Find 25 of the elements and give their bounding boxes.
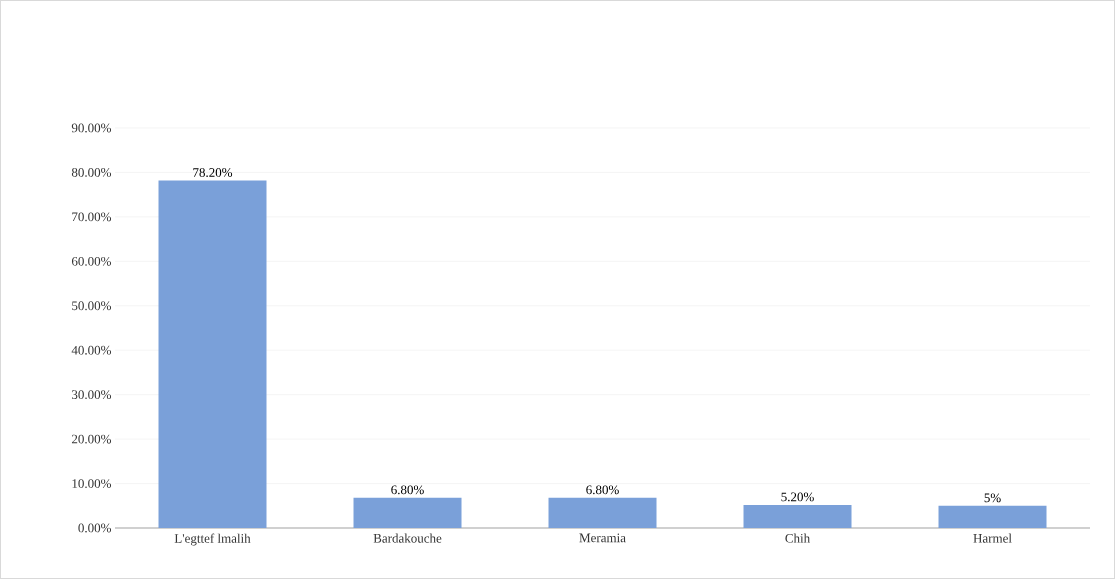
y-tick-label: 30.00% <box>72 390 112 400</box>
data-label: 78.20% <box>193 168 233 177</box>
x-tick-label: L'egttef lmalih <box>174 533 251 546</box>
bar <box>158 180 267 528</box>
y-tick-label: 0.00% <box>78 523 112 533</box>
bar <box>353 497 462 528</box>
x-tick-label: Meramia <box>579 533 626 543</box>
x-tick-label: Bardakouche <box>373 533 442 543</box>
bar <box>548 497 657 528</box>
data-label: 6.80% <box>391 485 424 495</box>
bar <box>743 504 852 528</box>
bar <box>938 505 1047 528</box>
data-label: 6.80% <box>586 485 619 495</box>
y-tick-label: 80.00% <box>71 168 112 177</box>
y-tick-label: 50.00% <box>72 301 112 311</box>
y-tick-label: 40.00% <box>71 345 112 355</box>
data-label: 5% <box>984 493 1001 503</box>
y-tick-label: 10.00% <box>72 479 112 488</box>
data-label: 5.20% <box>781 492 814 502</box>
y-tick-label: 60.00% <box>71 256 112 266</box>
y-tick-label: 90.00% <box>71 123 112 133</box>
x-tick-label: Chih <box>785 533 810 543</box>
x-tick-label: Harmel <box>973 533 1012 543</box>
y-tick-label: 70.00% <box>72 212 112 222</box>
y-tick-label: 20.00% <box>71 434 112 444</box>
